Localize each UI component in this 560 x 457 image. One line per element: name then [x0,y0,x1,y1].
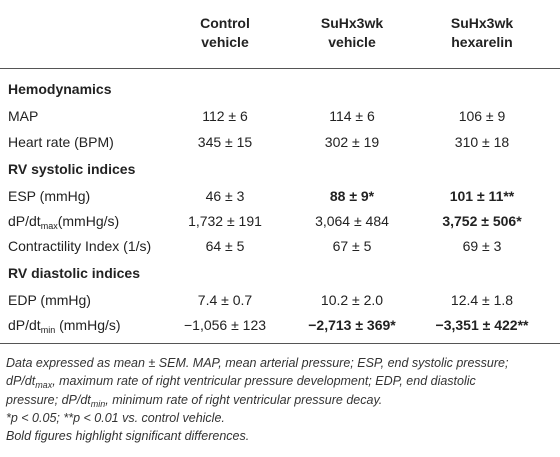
row-label: dP/dtmax(mmHg/s) [8,212,120,231]
header-rule [0,68,560,69]
table-cell: 64 ± 5 [205,238,245,254]
table-cell: 345 ± 15 [197,134,253,150]
table-cell: −1,056 ± 123 [183,317,267,333]
footnote-line: pressure; dP/dtmin, minimum rate of righ… [6,391,382,409]
text-segment: (mmHg/s) [55,317,121,333]
text-segment: ESP (mmHg) [8,188,91,204]
table-cell: 12.4 ± 1.8 [450,292,514,308]
footnote-line: Data expressed as mean ± SEM. MAP, mean … [6,354,508,372]
text-segment: pressure; dP/dt [6,392,91,407]
subscript: max [40,221,58,231]
section-title: RV systolic indices [8,161,136,177]
header-line: SuHx3wk [450,15,514,31]
row-label: Contractility Index (1/s) [8,237,151,255]
text-segment: , minimum rate of right ventricular pres… [105,392,383,407]
footnote-line: *p < 0.05; **p < 0.01 vs. control vehicl… [6,409,225,427]
footnote-line: Bold figures highlight significant diffe… [6,427,249,445]
text-segment: Heart rate (BPM) [8,134,114,150]
row-label: ESP (mmHg) [8,187,90,205]
table-cell: 114 ± 6 [329,108,375,124]
header-line: hexarelin [451,34,513,50]
column-header: SuHx3wk hexarelin [417,14,547,52]
row-label: Heart rate (BPM) [8,133,114,151]
row-label: EDP (mmHg) [8,291,91,309]
section-title: Hemodynamics [8,81,112,97]
text-segment: Contractility Index (1/s) [8,238,152,254]
section-title: RV diastolic indices [8,265,141,281]
table-cell: 67 ± 5 [332,238,372,254]
text-segment: Bold figures highlight significant diffe… [6,429,250,444]
table-cell: 7.4 ± 0.7 [197,292,253,308]
table-cell: 69 ± 3 [462,238,502,254]
header-line: vehicle [328,34,376,50]
text-segment: , maximum rate of right ventricular pres… [52,374,476,389]
text-segment: EDP (mmHg) [8,292,91,308]
table-cell: 46 ± 3 [205,188,245,204]
text-segment: dP/dt [8,213,41,229]
table-cell: 302 ± 19 [324,134,380,150]
text-segment: dP/dt [6,374,36,389]
text-segment: Data expressed as mean ± SEM. MAP, mean … [6,356,509,370]
column-header: Control vehicle [160,14,290,52]
table-cell: 310 ± 18 [454,134,510,150]
header-line: vehicle [201,34,249,50]
subscript: min [40,325,56,335]
bottom-rule [0,343,560,344]
footnote-line: dP/dtmax, maximum rate of right ventricu… [6,372,476,390]
text-segment: (mmHg/s) [57,213,120,229]
table-cell: 106 ± 9 [458,108,506,124]
table-cell: −3,351 ± 422** [435,317,529,333]
row-label: dP/dtmin (mmHg/s) [8,316,121,335]
table-cell: 101 ± 11** [449,188,515,204]
text-segment: MAP [8,108,39,124]
table-cell: 3,752 ± 506* [442,213,522,229]
table-cell: −2,713 ± 369* [308,317,396,333]
header-line: Control [200,15,250,31]
column-header: SuHx3wk vehicle [287,14,417,52]
text-segment: dP/dt [8,317,41,333]
subscript: min [90,398,106,409]
table-cell: 1,732 ± 191 [188,213,262,229]
table-cell: 10.2 ± 2.0 [320,292,384,308]
subscript: max [35,380,53,391]
row-label: MAP [8,107,38,125]
table-cell: 112 ± 6 [202,108,248,124]
table-cell: 88 ± 9* [329,188,375,204]
header-line: SuHx3wk [320,15,384,31]
text-segment: *p < 0.05; **p < 0.01 vs. control vehicl… [6,410,225,425]
table-cell: 3,064 ± 484 [315,213,389,229]
